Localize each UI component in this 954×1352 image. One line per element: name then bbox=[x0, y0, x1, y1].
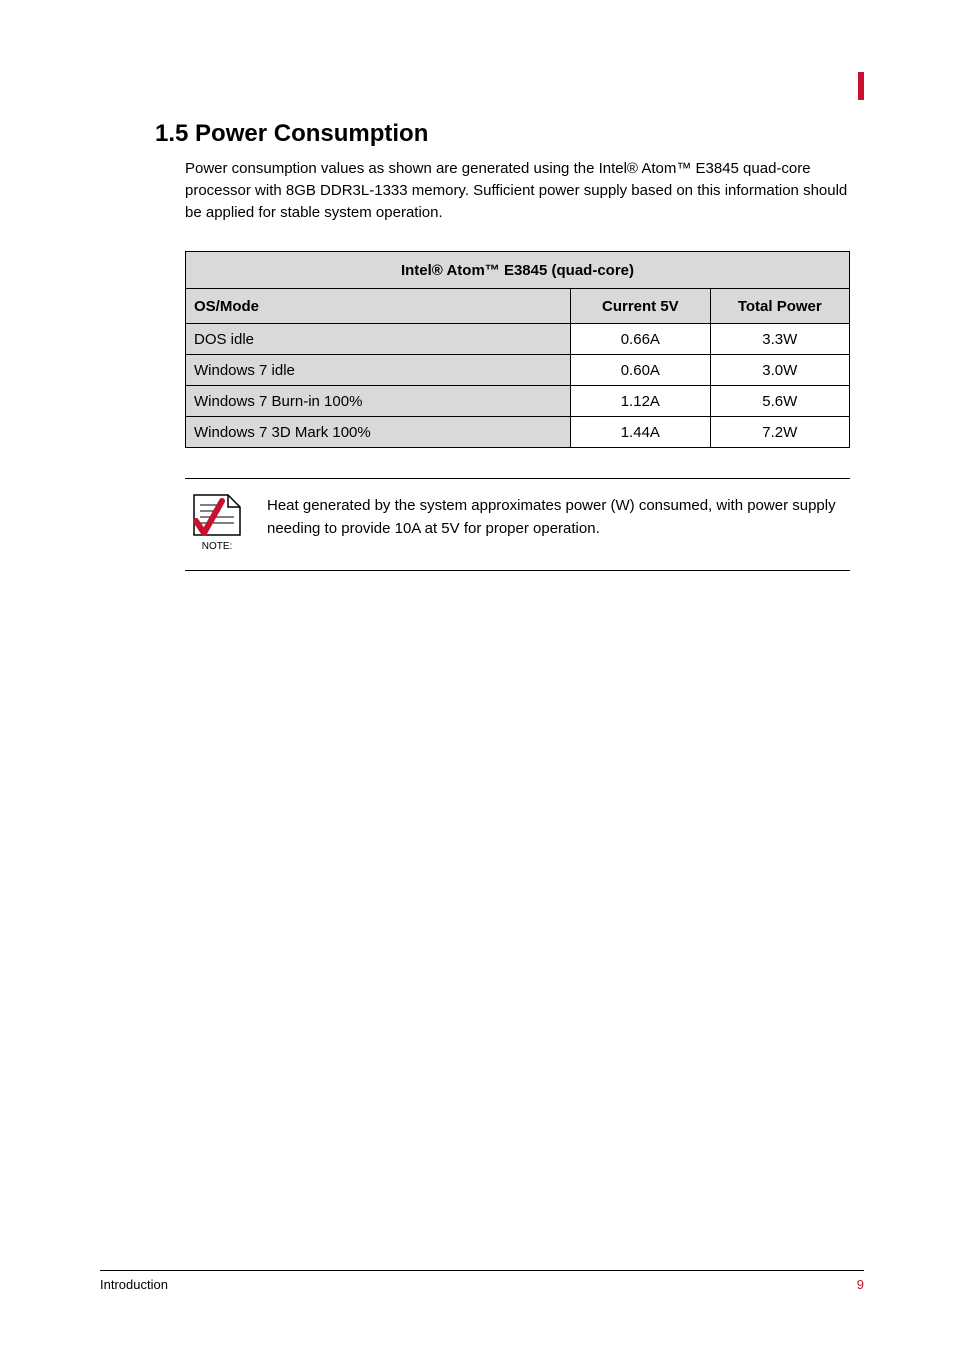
footer-left: Introduction bbox=[100, 1277, 168, 1292]
note-icon-wrap: NOTE: bbox=[185, 491, 249, 552]
cell-tp: 7.2W bbox=[710, 417, 849, 448]
cell-os: Windows 7 Burn-in 100% bbox=[186, 386, 571, 417]
note-icon bbox=[190, 491, 244, 539]
cell-c5v: 0.66A bbox=[571, 324, 710, 355]
cell-tp: 5.6W bbox=[710, 386, 849, 417]
note-label: NOTE: bbox=[185, 541, 249, 552]
col-osmode: OS/Mode bbox=[186, 289, 571, 324]
cell-os: DOS idle bbox=[186, 324, 571, 355]
cell-tp: 3.0W bbox=[710, 355, 849, 386]
table-row: DOS idle 0.66A 3.3W bbox=[186, 324, 850, 355]
col-totalpower: Total Power bbox=[710, 289, 849, 324]
section-title: 1.5 Power Consumption bbox=[155, 120, 854, 148]
cell-c5v: 1.12A bbox=[571, 386, 710, 417]
col-current5v: Current 5V bbox=[571, 289, 710, 324]
table-row: Windows 7 3D Mark 100% 1.44A 7.2W bbox=[186, 417, 850, 448]
note-block: NOTE: Heat generated by the system appro… bbox=[185, 478, 850, 571]
section-heading: Power Consumption bbox=[195, 120, 428, 147]
footer-page-number: 9 bbox=[857, 1277, 864, 1292]
cell-c5v: 1.44A bbox=[571, 417, 710, 448]
cell-os: Windows 7 3D Mark 100% bbox=[186, 417, 571, 448]
power-table: Intel® Atom™ E3845 (quad-core) OS/Mode C… bbox=[185, 251, 850, 448]
page-footer: Introduction 9 bbox=[100, 1270, 864, 1292]
cell-os: Windows 7 idle bbox=[186, 355, 571, 386]
table-title: Intel® Atom™ E3845 (quad-core) bbox=[186, 252, 850, 289]
table-row: Windows 7 Burn-in 100% 1.12A 5.6W bbox=[186, 386, 850, 417]
accent-bar bbox=[858, 72, 864, 100]
table-row: Windows 7 idle 0.60A 3.0W bbox=[186, 355, 850, 386]
section-number: 1.5 bbox=[155, 120, 188, 147]
note-text: Heat generated by the system approximate… bbox=[267, 491, 850, 552]
cell-tp: 3.3W bbox=[710, 324, 849, 355]
intro-paragraph: Power consumption values as shown are ge… bbox=[185, 158, 854, 223]
cell-c5v: 0.60A bbox=[571, 355, 710, 386]
